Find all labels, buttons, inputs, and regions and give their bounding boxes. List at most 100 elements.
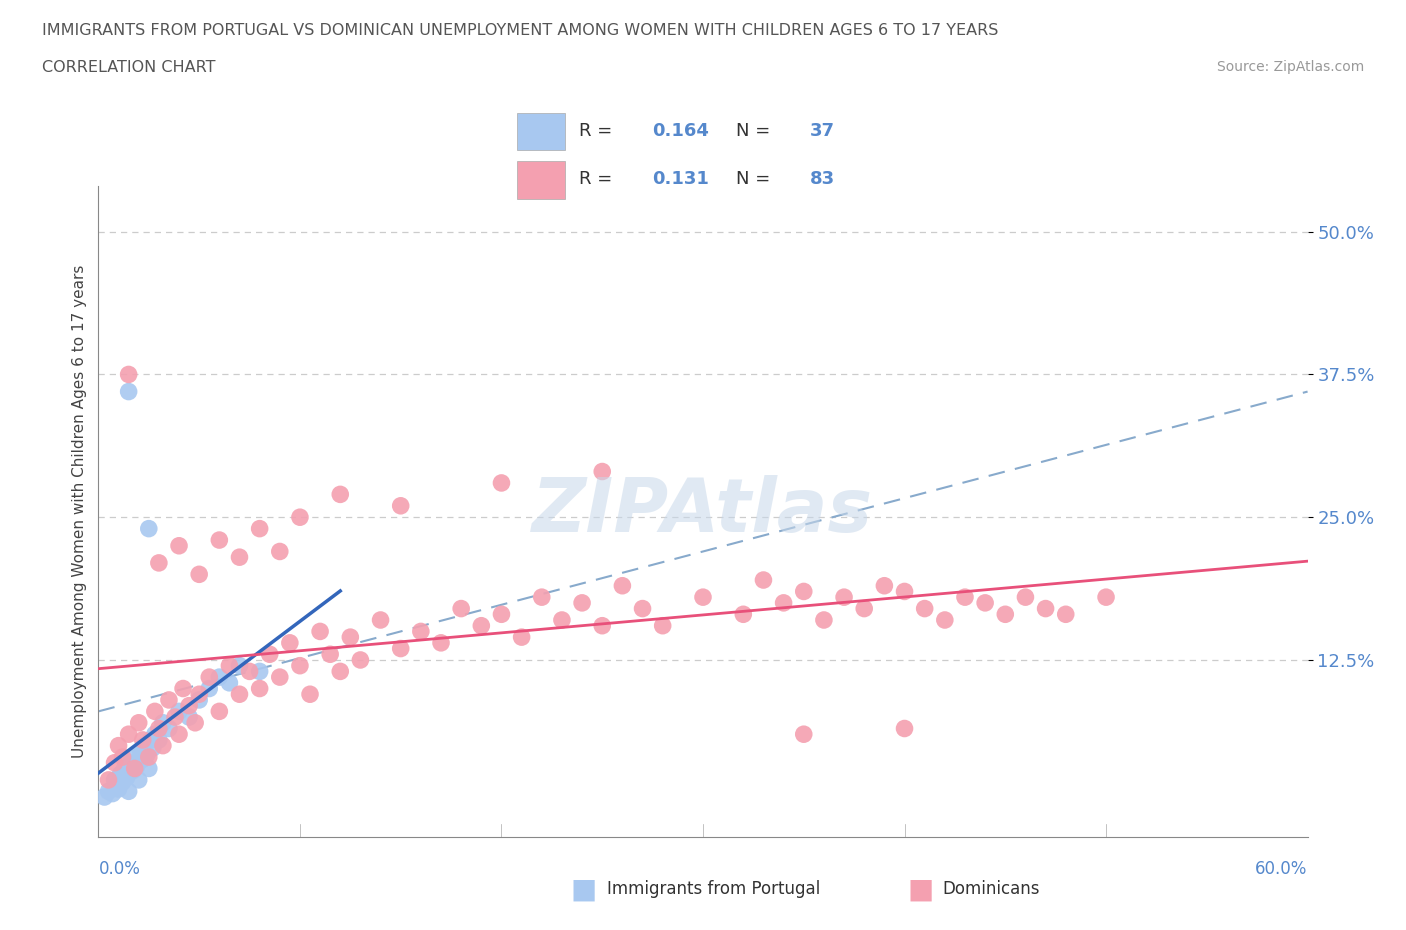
Point bbox=[259, 647, 281, 662]
Point bbox=[152, 738, 174, 753]
Point bbox=[107, 738, 129, 753]
Point bbox=[152, 715, 174, 730]
Point bbox=[228, 686, 250, 701]
Point bbox=[111, 775, 134, 790]
Point bbox=[115, 770, 138, 785]
Point bbox=[430, 635, 453, 650]
Point bbox=[138, 761, 160, 776]
Point bbox=[249, 664, 271, 679]
Point bbox=[914, 601, 936, 616]
Point bbox=[793, 726, 815, 741]
Bar bbox=[517, 161, 565, 199]
Point bbox=[893, 584, 915, 599]
Point bbox=[389, 641, 412, 656]
Point bbox=[148, 721, 170, 736]
Point bbox=[103, 755, 125, 770]
Point bbox=[132, 733, 155, 748]
Point bbox=[329, 664, 352, 679]
Point bbox=[288, 510, 311, 525]
Point bbox=[118, 384, 141, 399]
Text: R =: R = bbox=[579, 122, 619, 140]
Point bbox=[179, 710, 201, 724]
Text: Immigrants from Portugal: Immigrants from Portugal bbox=[607, 881, 821, 898]
Point bbox=[101, 786, 124, 801]
Point bbox=[893, 721, 915, 736]
Point bbox=[319, 647, 342, 662]
Point bbox=[349, 653, 371, 668]
Point bbox=[103, 773, 125, 788]
Point bbox=[491, 475, 513, 490]
Point bbox=[571, 595, 593, 610]
Point bbox=[167, 538, 190, 553]
Point bbox=[148, 733, 170, 748]
Point bbox=[631, 601, 654, 616]
Point bbox=[208, 670, 231, 684]
Point bbox=[139, 733, 162, 748]
Point bbox=[143, 704, 166, 719]
Point bbox=[134, 738, 156, 753]
Point bbox=[339, 630, 361, 644]
Point bbox=[208, 533, 231, 548]
Point bbox=[132, 751, 155, 766]
Point bbox=[118, 726, 141, 741]
Point bbox=[157, 693, 180, 708]
Point bbox=[110, 766, 132, 781]
Point bbox=[651, 618, 673, 633]
Point bbox=[249, 521, 271, 536]
Point bbox=[172, 681, 194, 696]
Point bbox=[188, 693, 211, 708]
Point bbox=[93, 790, 115, 804]
Point bbox=[138, 521, 160, 536]
Point bbox=[1035, 601, 1057, 616]
Point bbox=[142, 740, 165, 755]
Point bbox=[450, 601, 472, 616]
Point bbox=[128, 773, 150, 788]
Text: N =: N = bbox=[737, 122, 776, 140]
Point bbox=[1054, 607, 1077, 622]
Point bbox=[128, 715, 150, 730]
Point bbox=[97, 784, 120, 799]
Point bbox=[994, 607, 1017, 622]
Text: ■: ■ bbox=[571, 876, 596, 904]
Point bbox=[470, 618, 492, 633]
Point bbox=[179, 698, 201, 713]
Point bbox=[118, 784, 141, 799]
Text: Dominicans: Dominicans bbox=[942, 881, 1039, 898]
Point bbox=[129, 744, 152, 759]
Point bbox=[612, 578, 634, 593]
Point bbox=[309, 624, 332, 639]
Point bbox=[288, 658, 311, 673]
Text: ZIPAtlas: ZIPAtlas bbox=[533, 475, 873, 548]
Text: 37: 37 bbox=[810, 122, 835, 140]
Point bbox=[97, 773, 120, 788]
Point bbox=[198, 681, 221, 696]
Point bbox=[218, 675, 240, 690]
Text: CORRELATION CHART: CORRELATION CHART bbox=[42, 60, 215, 75]
Point bbox=[329, 487, 352, 502]
Point bbox=[853, 601, 876, 616]
Point bbox=[934, 613, 956, 628]
Point bbox=[167, 704, 190, 719]
Point bbox=[105, 778, 128, 793]
Point bbox=[591, 618, 613, 633]
Text: 83: 83 bbox=[810, 170, 835, 188]
Point bbox=[163, 710, 186, 724]
Y-axis label: Unemployment Among Women with Children Ages 6 to 17 years: Unemployment Among Women with Children A… bbox=[72, 265, 87, 758]
Point bbox=[157, 721, 180, 736]
Text: 0.0%: 0.0% bbox=[98, 860, 141, 878]
Point bbox=[953, 590, 976, 604]
Point bbox=[114, 761, 136, 776]
Point bbox=[188, 567, 211, 582]
Point bbox=[167, 726, 190, 741]
Point bbox=[299, 686, 322, 701]
Point bbox=[218, 658, 240, 673]
Point bbox=[409, 624, 432, 639]
Point bbox=[135, 748, 157, 763]
Point bbox=[125, 759, 148, 774]
Point bbox=[813, 613, 835, 628]
Point bbox=[1095, 590, 1118, 604]
Point bbox=[239, 664, 262, 679]
Point bbox=[733, 607, 755, 622]
Bar bbox=[517, 113, 565, 151]
Point bbox=[269, 670, 291, 684]
